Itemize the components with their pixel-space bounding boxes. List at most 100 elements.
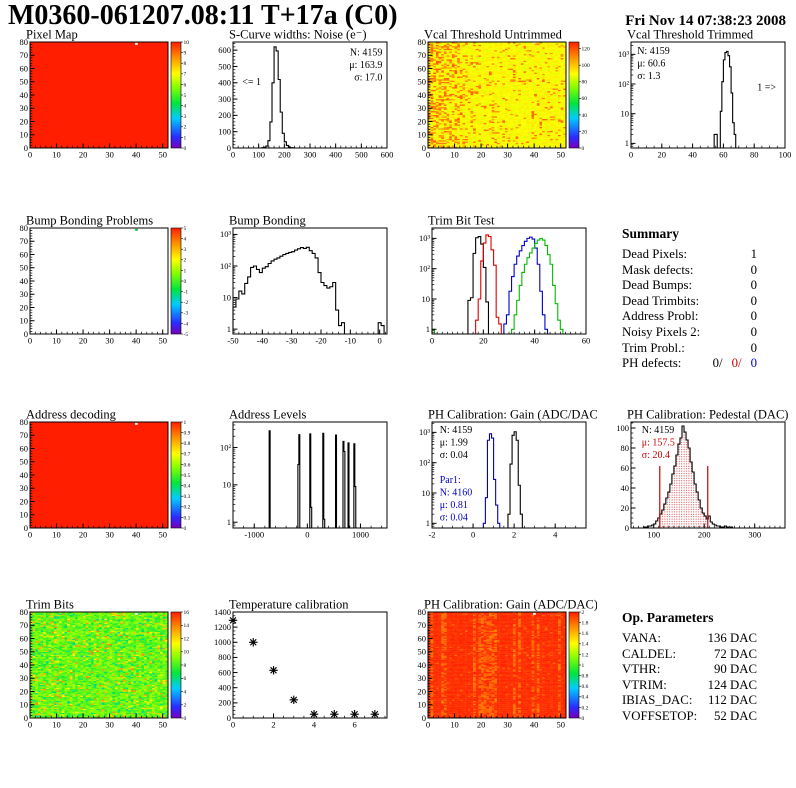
svg-text:Bump Bonding: Bump Bonding <box>229 214 306 228</box>
svg-text:20: 20 <box>20 116 29 126</box>
svg-text:10²: 10² <box>618 79 630 89</box>
svg-text:0: 0 <box>184 146 187 152</box>
svg-text:3: 3 <box>184 247 187 253</box>
svg-text:10²: 10² <box>220 261 232 271</box>
svg-text:μ: 163.9: μ: 163.9 <box>349 60 382 71</box>
svg-text:-30: -30 <box>286 336 297 346</box>
svg-text:10: 10 <box>223 292 232 302</box>
svg-text:40: 40 <box>20 90 29 100</box>
svg-text:20: 20 <box>479 336 488 346</box>
svg-text:Vcal Threshold Untrimmed: Vcal Threshold Untrimmed <box>424 28 563 42</box>
svg-text:S-Curve widths: Noise (e⁻): S-Curve widths: Noise (e⁻) <box>229 28 366 42</box>
svg-text:500: 500 <box>355 150 368 160</box>
svg-text:20: 20 <box>418 116 427 126</box>
svg-text:120: 120 <box>582 47 591 53</box>
svg-text:50: 50 <box>20 263 29 273</box>
svg-text:30: 30 <box>20 483 29 493</box>
svg-text:70: 70 <box>20 50 29 60</box>
svg-text:60: 60 <box>20 63 29 73</box>
svg-text:50: 50 <box>418 77 427 87</box>
svg-text:0: 0 <box>24 329 28 339</box>
svg-text:40: 40 <box>20 276 29 286</box>
svg-text:0: 0 <box>227 143 231 153</box>
svg-text:400: 400 <box>329 150 342 160</box>
svg-text:60: 60 <box>20 443 29 453</box>
op-row-vthr: VTHR:90 DAC <box>622 662 757 678</box>
svg-text:0: 0 <box>430 336 434 346</box>
summary-title: Summary <box>622 226 796 242</box>
summary-row-mask-defects: Mask defects:0 <box>622 263 757 279</box>
svg-text:0: 0 <box>378 336 382 346</box>
svg-text:10²: 10² <box>419 263 431 273</box>
svg-text:-5: -5 <box>184 332 189 338</box>
op-row-vana: VANA:136 DAC <box>622 631 757 647</box>
svg-text:300: 300 <box>304 150 317 160</box>
svg-text:0: 0 <box>422 143 426 153</box>
svg-text:0: 0 <box>629 150 633 160</box>
op-row-vtrim: VTRIM:124 DAC <box>622 678 757 694</box>
svg-text:-50: -50 <box>227 336 238 346</box>
svg-text:1: 1 <box>227 324 231 334</box>
svg-text:1 =>: 1 => <box>757 82 776 93</box>
svg-text:20: 20 <box>79 150 88 160</box>
svg-text:10: 10 <box>184 40 190 46</box>
svg-text:400: 400 <box>218 78 231 88</box>
svg-text:0: 0 <box>231 150 235 160</box>
svg-text:70: 70 <box>20 430 29 440</box>
svg-text:200: 200 <box>278 150 291 160</box>
summary-row-dead-pixels: Dead Pixels:1 <box>622 247 757 263</box>
svg-text:30: 30 <box>105 530 114 540</box>
svg-text:200: 200 <box>218 110 231 120</box>
svg-text:40: 40 <box>132 150 141 160</box>
svg-text:80: 80 <box>750 150 759 160</box>
svg-text:100: 100 <box>779 150 792 160</box>
svg-text:1: 1 <box>426 324 430 334</box>
svg-text:40: 40 <box>20 470 29 480</box>
svg-text:10: 10 <box>52 150 61 160</box>
summary-row-dead-trimbits: Dead Trimbits:0 <box>622 294 757 310</box>
svg-text:50: 50 <box>556 150 565 160</box>
svg-text:100: 100 <box>582 63 591 69</box>
svg-text:0: 0 <box>24 143 28 153</box>
svg-text:30: 30 <box>105 150 114 160</box>
svg-text:0: 0 <box>24 523 28 533</box>
svg-text:0: 0 <box>28 150 32 160</box>
svg-text:-2: -2 <box>184 300 189 306</box>
svg-text:50: 50 <box>158 150 167 160</box>
svg-text:4: 4 <box>184 237 187 243</box>
svg-text:N: 4159: N: 4159 <box>350 47 383 58</box>
svg-text:30: 30 <box>503 150 512 160</box>
svg-text:40: 40 <box>582 113 588 119</box>
svg-text:Vcal Threshold Trimmed: Vcal Threshold Trimmed <box>627 28 754 42</box>
svg-text:-3: -3 <box>184 311 189 317</box>
svg-text:10: 10 <box>621 109 630 119</box>
ph-defects-values: 0/0/0 <box>704 356 757 372</box>
svg-text:40: 40 <box>418 90 427 100</box>
svg-text:-40: -40 <box>257 336 268 346</box>
svg-text:9: 9 <box>184 51 187 57</box>
svg-text:40: 40 <box>132 336 141 346</box>
svg-text:40: 40 <box>688 150 697 160</box>
svg-text:4: 4 <box>184 104 187 110</box>
op-row-voffsetop: VOFFSETOP:52 DAC <box>622 709 757 725</box>
svg-text:Pixel Map: Pixel Map <box>26 28 78 42</box>
svg-text:20: 20 <box>79 530 88 540</box>
